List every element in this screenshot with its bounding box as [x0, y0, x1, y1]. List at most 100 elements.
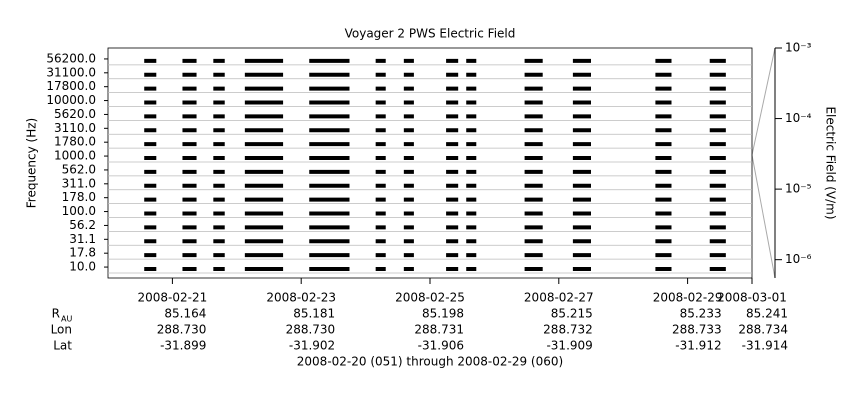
observation-bar: [375, 169, 386, 174]
observation-bar: [244, 156, 284, 160]
observation-bar: [403, 128, 414, 133]
observation-bar: [244, 239, 284, 244]
observation-bar: [182, 169, 197, 174]
observation-bar: [182, 100, 197, 105]
observation-bar: [446, 183, 459, 188]
ephemeris-value: -31.914: [742, 339, 788, 353]
observation-bar: [466, 239, 477, 244]
observation-bar: [403, 72, 414, 77]
observation-bar: [182, 114, 197, 119]
observation-bar: [446, 86, 459, 91]
observation-bar: [572, 211, 591, 216]
observation-bar: [572, 114, 591, 119]
observation-bar: [572, 72, 591, 77]
y-tick-label: 1780.0: [54, 135, 96, 149]
observation-bar: [213, 183, 225, 188]
observation-bar: [244, 142, 284, 147]
y-tick-label: 5620.0: [54, 107, 96, 121]
observation-bar: [375, 128, 386, 133]
observation-bar: [144, 86, 157, 91]
observation-bar: [244, 100, 284, 105]
observation-bar: [709, 100, 726, 105]
observation-bar: [572, 225, 591, 230]
observation-bar: [244, 225, 284, 230]
observation-bar: [709, 58, 726, 63]
observation-bar: [213, 239, 225, 244]
observation-bar: [655, 142, 672, 147]
observation-bar: [182, 211, 197, 216]
observation-bar: [213, 169, 225, 174]
ephemeris-value: -31.899: [160, 339, 206, 353]
observation-bar: [709, 156, 726, 160]
observation-bar: [375, 156, 386, 160]
observation-bar: [524, 156, 543, 160]
observation-bar: [244, 72, 284, 77]
observation-bar: [375, 211, 386, 216]
observation-bar: [446, 169, 459, 174]
observation-bar: [655, 58, 672, 63]
observation-bar: [309, 197, 350, 202]
y-tick-label: 562.0: [62, 162, 96, 176]
observation-bar: [446, 211, 459, 216]
observation-bar: [524, 225, 543, 230]
observation-bar: [375, 239, 386, 244]
observation-bar: [446, 267, 459, 271]
observation-bar: [655, 128, 672, 133]
observation-bar: [309, 114, 350, 119]
y-axis-label: Frequency (Hz): [25, 118, 39, 209]
observation-bar: [709, 253, 726, 258]
observation-bar: [375, 86, 386, 91]
observation-bar: [466, 114, 477, 119]
observation-bar: [144, 267, 157, 271]
observation-bar: [709, 72, 726, 77]
observation-bar: [309, 128, 350, 133]
x-axis-label: 2008-02-20 (051) through 2008-02-29 (060…: [297, 355, 563, 369]
observation-bar: [403, 253, 414, 258]
observation-bar: [709, 86, 726, 91]
ephemeris-value: -31.912: [675, 339, 721, 353]
observation-bar: [375, 183, 386, 188]
observation-bar: [244, 58, 284, 63]
observation-bar: [655, 114, 672, 119]
x-tick-label: 2008-02-21: [138, 291, 208, 305]
row-label: Lon: [51, 323, 72, 337]
y-tick-label: 311.0: [62, 176, 96, 190]
observation-bar: [375, 253, 386, 258]
observation-bar: [655, 197, 672, 202]
observation-bar: [182, 253, 197, 258]
observation-bar: [446, 142, 459, 147]
observation-bar: [144, 142, 157, 147]
observation-bar: [309, 58, 350, 63]
x-tick-label: 2008-03-01: [717, 291, 787, 305]
observation-bar: [213, 211, 225, 216]
ephemeris-value: 288.734: [738, 323, 788, 337]
observation-bar: [709, 128, 726, 133]
observation-bar: [213, 253, 225, 258]
observation-bar: [375, 114, 386, 119]
y-tick-label: 17.8: [69, 246, 96, 260]
observation-bar: [655, 239, 672, 244]
observation-bar: [446, 100, 459, 105]
y-tick-label: 178.0: [62, 190, 96, 204]
observation-bar: [182, 239, 197, 244]
row-label: Lat: [53, 339, 72, 353]
observation-bar: [572, 253, 591, 258]
observation-bar: [524, 114, 543, 119]
observation-bar: [403, 183, 414, 188]
observation-bar: [446, 253, 459, 258]
observation-bar: [144, 114, 157, 119]
observation-bar: [309, 72, 350, 77]
observation-bar: [572, 128, 591, 133]
observation-bar: [182, 267, 197, 271]
observation-bar: [466, 183, 477, 188]
observation-bar: [466, 197, 477, 202]
ephemeris-value: -31.902: [289, 339, 335, 353]
y-tick-label: 31100.0: [46, 65, 96, 79]
observation-bar: [466, 86, 477, 91]
observation-bar: [466, 100, 477, 105]
observation-bar: [655, 253, 672, 258]
row-label-sub: AU: [61, 315, 72, 324]
observation-bar: [403, 100, 414, 105]
observation-bar: [446, 225, 459, 230]
observation-bar: [572, 156, 591, 160]
